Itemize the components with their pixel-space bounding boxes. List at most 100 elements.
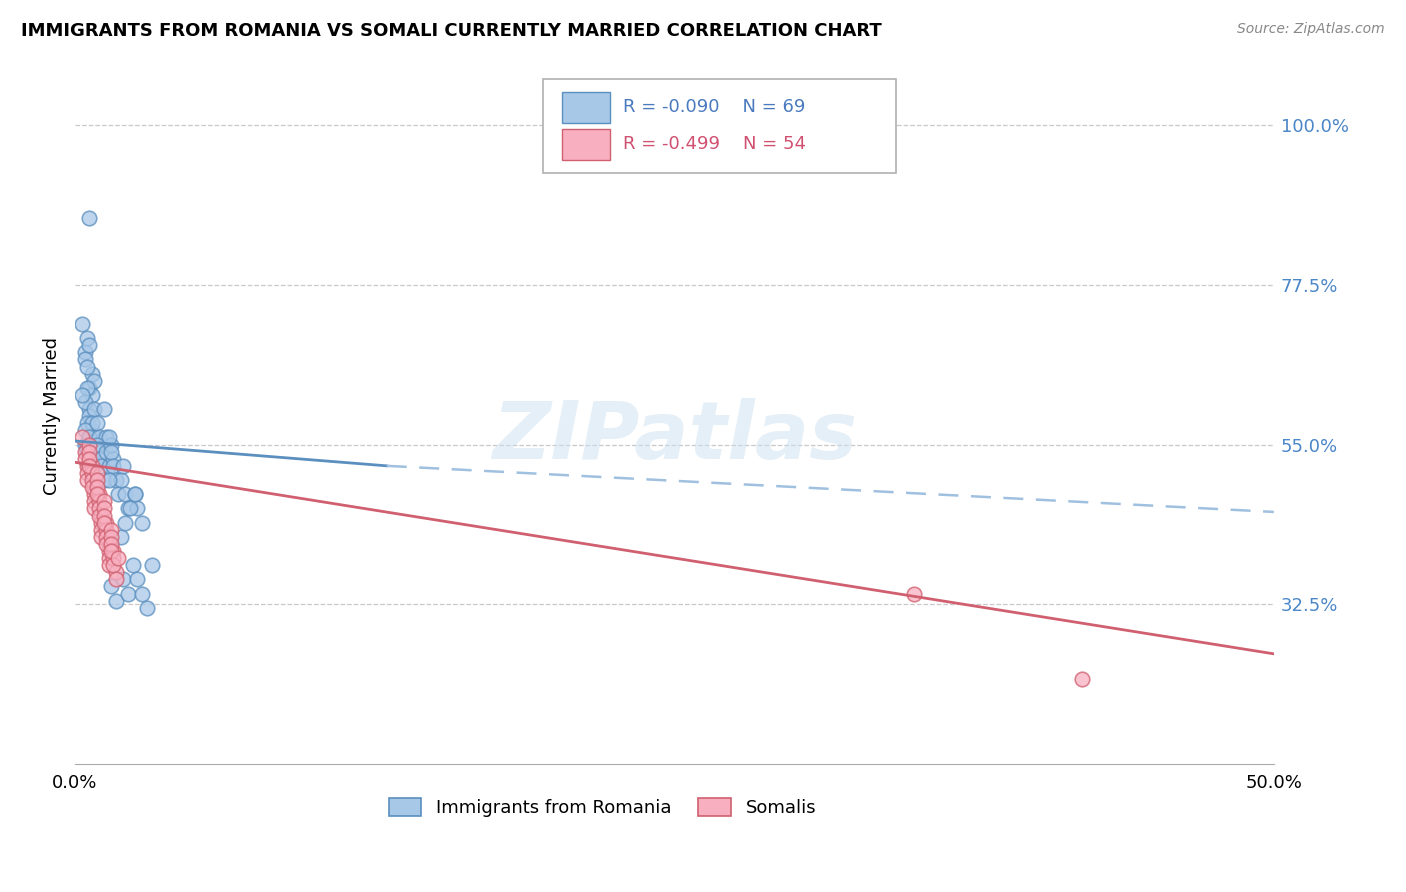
Point xyxy=(90,458,112,473)
Point xyxy=(73,345,96,359)
Point xyxy=(76,331,98,345)
Point xyxy=(70,430,93,444)
Point xyxy=(107,487,129,501)
Point xyxy=(90,444,112,458)
Point xyxy=(103,458,125,473)
Point xyxy=(87,451,110,466)
Point xyxy=(96,530,118,544)
Text: IMMIGRANTS FROM ROMANIA VS SOMALI CURRENTLY MARRIED CORRELATION CHART: IMMIGRANTS FROM ROMANIA VS SOMALI CURREN… xyxy=(21,22,882,40)
Point xyxy=(117,586,139,600)
Point xyxy=(79,437,101,451)
Point xyxy=(97,544,120,558)
Point xyxy=(79,338,101,352)
Point xyxy=(100,544,122,558)
Point xyxy=(141,558,163,573)
Point xyxy=(97,473,120,487)
Point xyxy=(86,473,108,487)
Point xyxy=(80,458,103,473)
Point xyxy=(103,551,125,566)
Legend: Immigrants from Romania, Somalis: Immigrants from Romania, Somalis xyxy=(382,790,824,824)
Point xyxy=(111,573,134,587)
Point xyxy=(90,530,112,544)
Point xyxy=(73,423,96,437)
Point xyxy=(73,352,96,367)
Point xyxy=(100,579,122,593)
Point xyxy=(83,402,105,417)
Point xyxy=(76,444,98,458)
Point xyxy=(79,458,101,473)
Point xyxy=(79,444,101,458)
Point xyxy=(80,367,103,381)
Point xyxy=(76,458,98,473)
Point xyxy=(86,480,108,494)
Point xyxy=(76,437,98,451)
Point xyxy=(73,395,96,409)
Point xyxy=(79,381,101,395)
Point xyxy=(96,523,118,537)
Point xyxy=(76,417,98,431)
Text: Source: ZipAtlas.com: Source: ZipAtlas.com xyxy=(1237,22,1385,37)
Point xyxy=(86,417,108,431)
Point xyxy=(80,466,103,480)
Point xyxy=(83,480,105,494)
Point xyxy=(87,508,110,523)
Point xyxy=(83,458,105,473)
Point xyxy=(104,473,127,487)
Point xyxy=(103,451,125,466)
Point xyxy=(97,458,120,473)
Point xyxy=(76,473,98,487)
Point xyxy=(83,501,105,516)
Point xyxy=(97,558,120,573)
Point xyxy=(87,430,110,444)
Y-axis label: Currently Married: Currently Married xyxy=(44,337,60,495)
Point xyxy=(110,473,132,487)
Point xyxy=(80,451,103,466)
Point xyxy=(87,487,110,501)
FancyBboxPatch shape xyxy=(562,92,610,123)
Point xyxy=(80,480,103,494)
Point xyxy=(120,501,142,516)
Point xyxy=(121,558,143,573)
Point xyxy=(127,573,149,587)
Point xyxy=(136,600,159,615)
Point xyxy=(76,359,98,374)
Point xyxy=(83,374,105,388)
Point xyxy=(117,501,139,516)
Point xyxy=(79,444,101,458)
Point xyxy=(111,458,134,473)
Point xyxy=(107,551,129,566)
Point xyxy=(79,409,101,424)
Point xyxy=(83,487,105,501)
Point xyxy=(100,444,122,458)
Point xyxy=(97,551,120,566)
Point xyxy=(104,573,127,587)
Point xyxy=(80,417,103,431)
Point xyxy=(79,402,101,417)
Point xyxy=(86,466,108,480)
Point xyxy=(73,437,96,451)
Point xyxy=(90,523,112,537)
Point xyxy=(93,473,115,487)
Point xyxy=(97,537,120,551)
Point xyxy=(100,530,122,544)
Point xyxy=(96,444,118,458)
Point xyxy=(86,487,108,501)
Point xyxy=(100,523,122,537)
Point xyxy=(76,381,98,395)
Point xyxy=(79,211,101,225)
Point xyxy=(114,487,136,501)
Point xyxy=(93,402,115,417)
Point xyxy=(90,516,112,530)
Point xyxy=(73,444,96,458)
Point xyxy=(79,430,101,444)
Point xyxy=(79,451,101,466)
FancyBboxPatch shape xyxy=(543,79,896,173)
Point xyxy=(87,494,110,508)
Point xyxy=(96,430,118,444)
Point xyxy=(79,430,101,444)
Point xyxy=(131,586,153,600)
Point xyxy=(127,501,149,516)
Point xyxy=(100,437,122,451)
Point xyxy=(80,388,103,402)
Point xyxy=(103,544,125,558)
